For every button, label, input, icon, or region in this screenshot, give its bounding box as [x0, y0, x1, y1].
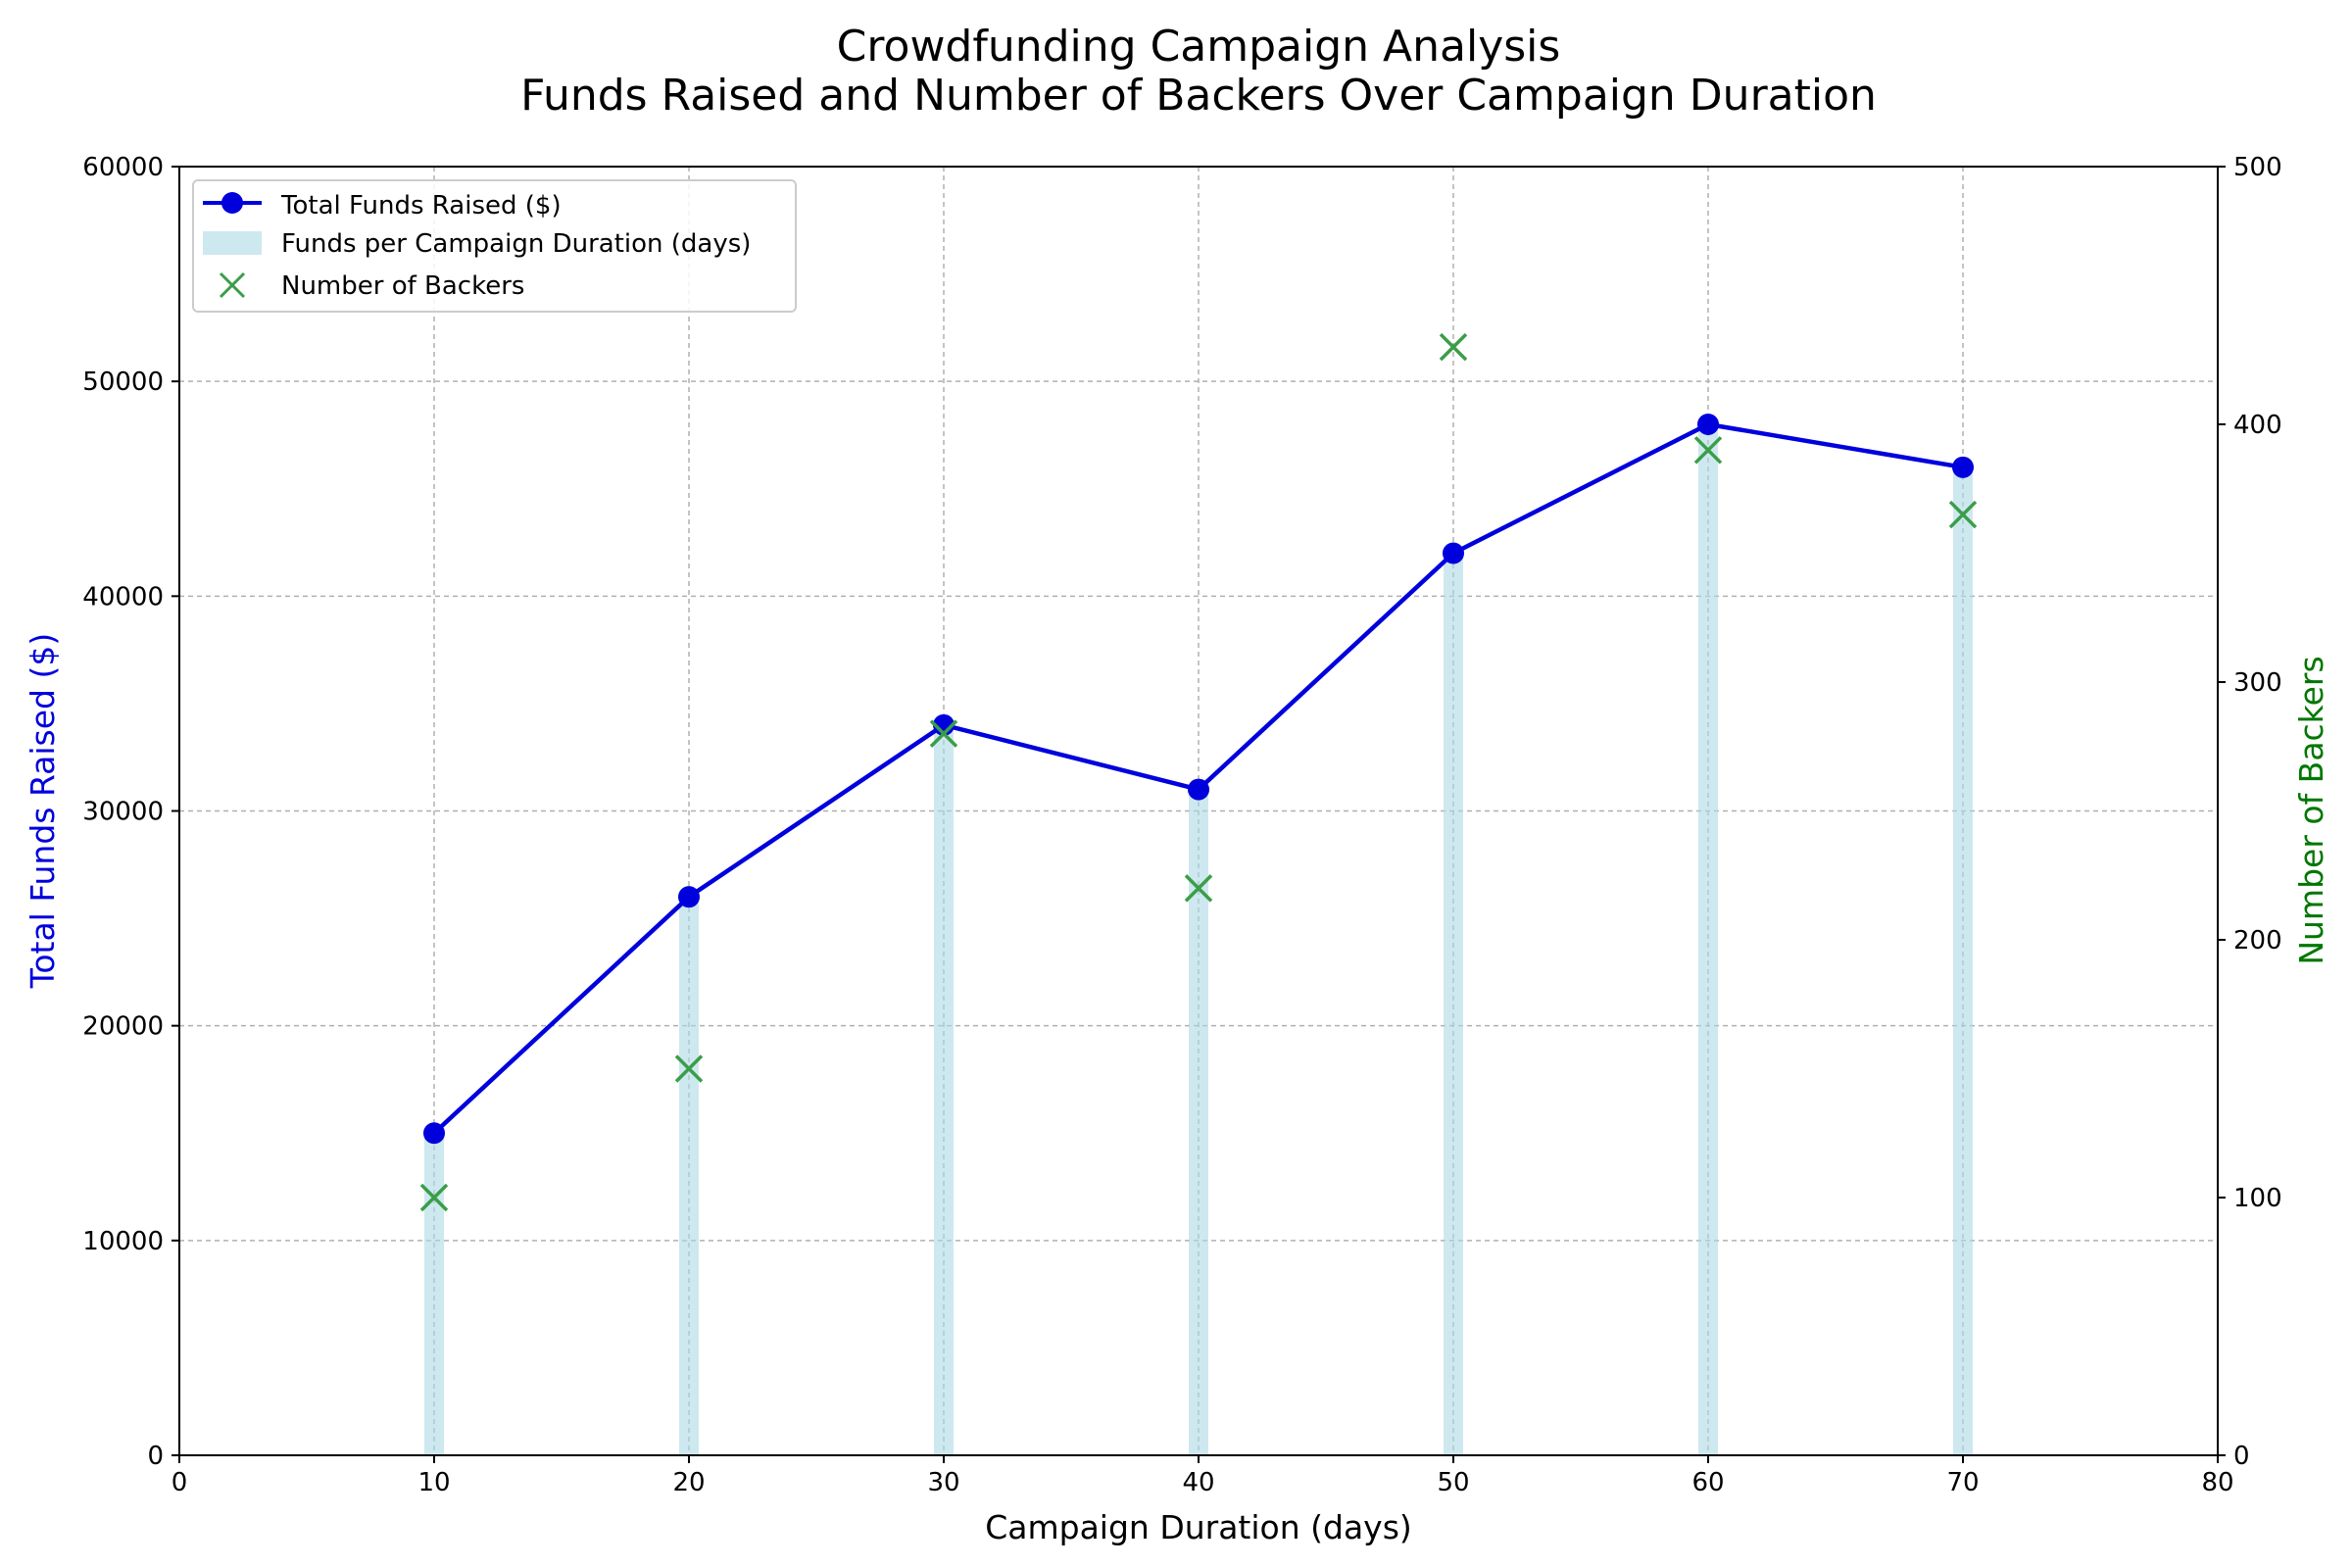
y-tick-right-label: 400: [2233, 411, 2282, 440]
x-tick-label: 50: [1437, 1468, 1469, 1497]
legend-line-marker: [221, 192, 243, 214]
funds-point: [678, 886, 700, 908]
bar: [1444, 553, 1463, 1455]
y-tick-right-label: 500: [2233, 153, 2282, 182]
x-tick-label: 20: [672, 1468, 705, 1497]
funds-point: [423, 1122, 445, 1145]
y-axis-right-label: Number of Backers: [2292, 656, 2330, 964]
legend-label-total-funds: Total Funds Raised ($): [280, 191, 562, 220]
legend: Total Funds Raised ($) Funds per Campaig…: [192, 179, 797, 313]
backers-point: [929, 719, 958, 748]
funds-line: [423, 414, 1974, 1145]
y-tick-left-label: 10000: [82, 1227, 164, 1256]
x-axis-label: Campaign Duration (days): [985, 1508, 1412, 1546]
backers-scatter: [419, 332, 1978, 1212]
y-tick-left-label: 50000: [82, 368, 164, 397]
y-tick-right-label: 300: [2233, 668, 2282, 698]
backers-point: [419, 1183, 449, 1212]
x-tick-label: 30: [927, 1468, 959, 1497]
y-tick-right-label: 100: [2233, 1184, 2282, 1213]
backers-point: [1439, 332, 1468, 362]
y-tick-left-label: 40000: [82, 582, 164, 612]
y-tick-left-label: 60000: [82, 153, 164, 182]
backers-point: [1693, 436, 1723, 465]
bar: [424, 1133, 444, 1455]
y-tick-right-label: 0: [2233, 1442, 2250, 1471]
chart-title-line2: Funds Raised and Number of Backers Over …: [520, 71, 1877, 121]
bar: [934, 724, 954, 1455]
bar: [1698, 424, 1718, 1455]
legend-bar-swatch: [203, 231, 262, 255]
axis-ticks: 0 10 20 30 40 50 60 70 8001000020000300004000050…: [82, 153, 2281, 1497]
x-tick-label: 0: [172, 1468, 188, 1497]
legend-label-backers: Number of Backers: [281, 271, 524, 301]
chart-title-line1: Crowdfunding Campaign Analysis: [837, 22, 1561, 72]
bar: [679, 897, 699, 1455]
x-tick-label: 40: [1182, 1468, 1214, 1497]
bars: [424, 424, 1973, 1455]
funds-point: [1188, 778, 1209, 801]
y-tick-left-label: 20000: [82, 1012, 164, 1042]
x-tick-label: 60: [1691, 1468, 1724, 1497]
legend-label-funds-per-duration: Funds per Campaign Duration (days): [281, 229, 751, 259]
y-tick-left-label: 30000: [82, 798, 164, 827]
funds-point: [1697, 414, 1719, 435]
legend-box: [192, 179, 797, 313]
backers-point: [1948, 500, 1978, 529]
x-tick-label: 70: [1946, 1468, 1979, 1497]
y-axis-left-label: Total Funds Raised ($): [24, 633, 62, 989]
bar: [1189, 789, 1208, 1455]
x-tick-label: 80: [2201, 1468, 2233, 1497]
x-tick-label: 10: [417, 1468, 450, 1497]
backers-point: [674, 1054, 704, 1083]
funds-point: [1443, 542, 1464, 564]
funds-point: [1952, 456, 1974, 478]
legend-cross-swatch: [219, 271, 246, 299]
bar: [1953, 466, 1973, 1455]
y-tick-left-label: 0: [147, 1442, 164, 1471]
backers-point: [1184, 874, 1213, 903]
y-tick-right-label: 200: [2233, 926, 2282, 956]
